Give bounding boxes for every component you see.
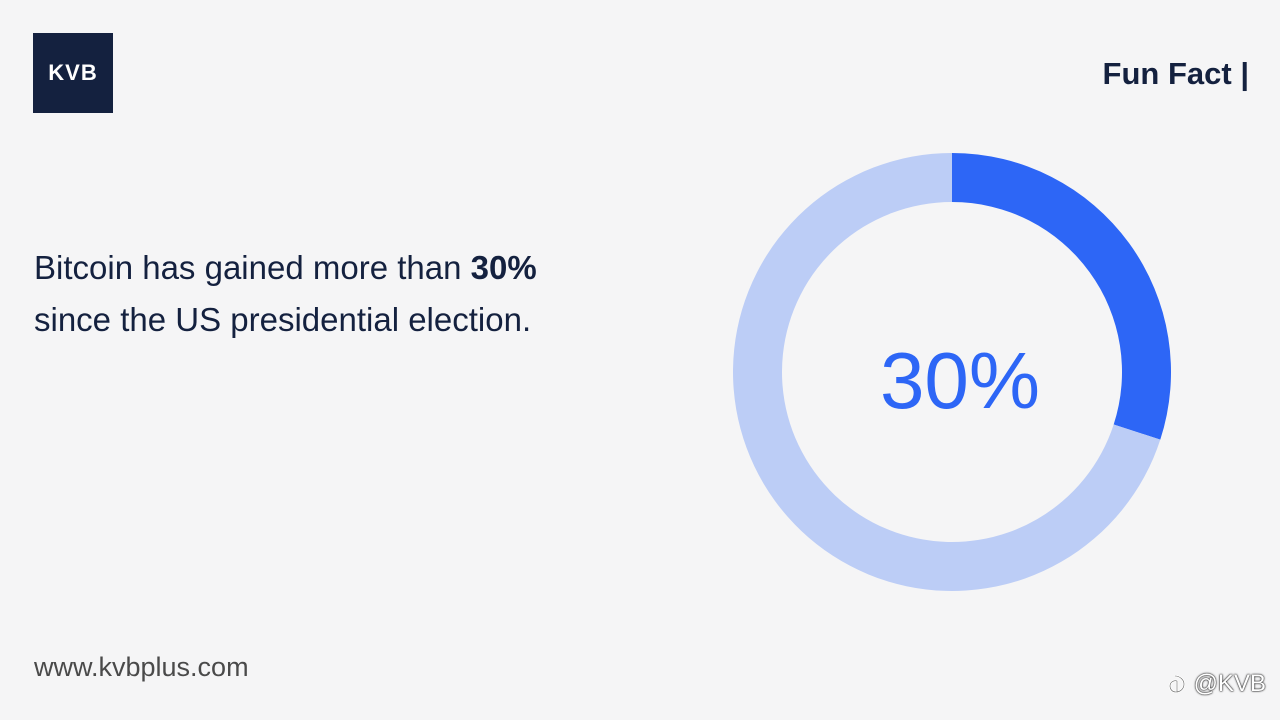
website-url: www.kvbplus.com bbox=[34, 652, 249, 682]
watermark: @KVB bbox=[1166, 670, 1266, 698]
headline-text-after: since the US presidential election. bbox=[34, 301, 532, 338]
donut-slice-0 bbox=[952, 153, 1171, 440]
watermark-handle: @KVB bbox=[1193, 670, 1266, 697]
donut-chart: 30% bbox=[731, 151, 1173, 593]
headline-text-before: Bitcoin has gained more than bbox=[34, 249, 471, 286]
headline: Bitcoin has gained more than 30% since t… bbox=[34, 242, 674, 346]
fun-fact-label: Fun Fact | bbox=[1102, 56, 1249, 91]
watermark-logo-icon bbox=[1168, 674, 1185, 694]
donut-center-label: 30% bbox=[879, 336, 1041, 425]
kvb-logo: KVB bbox=[33, 33, 113, 113]
donut-chart-svg bbox=[733, 153, 1171, 591]
headline-highlight: 30% bbox=[470, 249, 537, 286]
logo-text: KVB bbox=[48, 60, 98, 85]
